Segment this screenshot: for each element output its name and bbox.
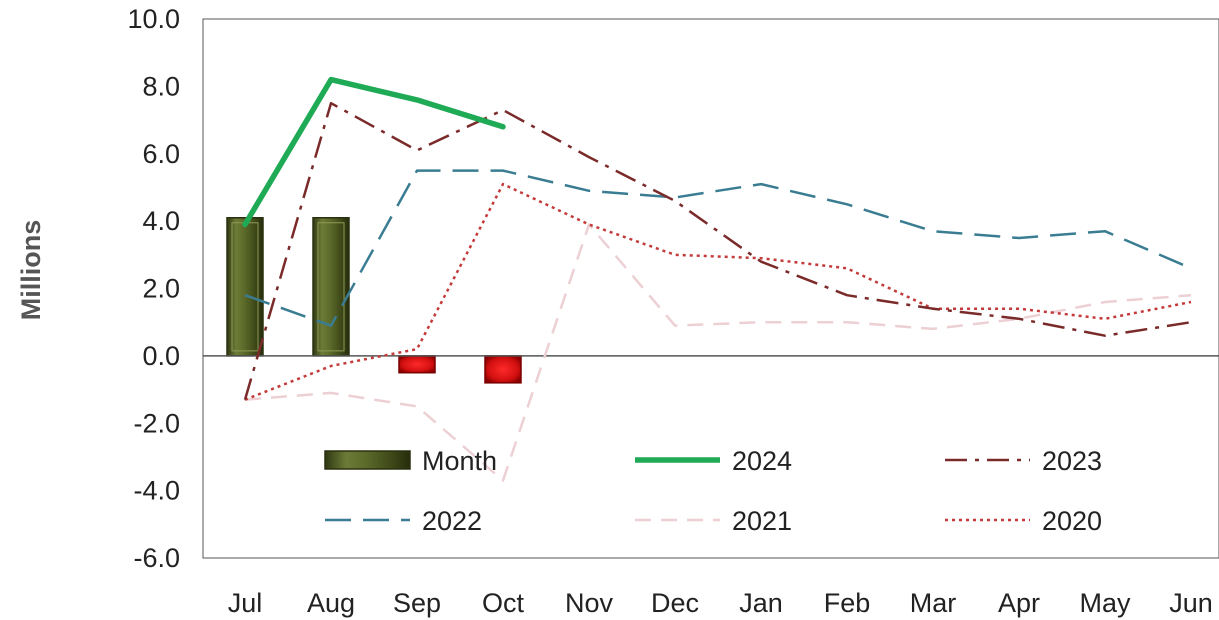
line-series — [242, 76, 1192, 482]
legend-label: 2020 — [1042, 506, 1102, 536]
x-tick-label: Sep — [393, 588, 441, 618]
y-tick-label: 10.0 — [127, 4, 180, 34]
x-tick-label: Mar — [910, 588, 957, 618]
plot-area — [202, 18, 1219, 559]
series-line-2024 — [242, 76, 506, 228]
bar-bevel — [317, 222, 345, 352]
x-tick-label: Aug — [307, 588, 355, 618]
series-line-2020 — [244, 182, 1192, 401]
legend-label: 2024 — [732, 446, 792, 476]
x-tick-label: Feb — [824, 588, 871, 618]
x-tick-label: Jul — [228, 588, 263, 618]
y-tick-label: -4.0 — [133, 476, 180, 506]
legend-swatch-month — [324, 450, 411, 470]
legend-label: Month — [422, 446, 497, 476]
x-tick-label: Nov — [565, 588, 614, 618]
y-tick-label: 0.0 — [142, 341, 180, 371]
x-axis-ticks: Jul Aug Sep Oct Nov Dec Jan Feb Mar Apr May Jun — [228, 588, 1213, 618]
legend-label: 2023 — [1042, 446, 1102, 476]
legend-label: 2021 — [732, 506, 792, 536]
y-axis-ticks: 10.0 8.0 6.0 4.0 2.0 0.0 -2.0 -4.0 -6.0 — [127, 4, 180, 573]
series-line-2021 — [244, 223, 1192, 482]
x-tick-label: Oct — [482, 588, 525, 618]
bar-month — [398, 355, 436, 374]
x-tick-label: May — [1079, 588, 1131, 618]
y-tick-label: 2.0 — [142, 274, 180, 304]
x-tick-label: Apr — [998, 588, 1040, 618]
y-tick-label: 6.0 — [142, 139, 180, 169]
legend-label: 2022 — [422, 506, 482, 536]
legend: Month 2024 2023 2022 2021 2020 — [324, 446, 1102, 536]
x-tick-label: Jan — [739, 588, 783, 618]
bar-month — [484, 355, 522, 384]
y-tick-label: -2.0 — [133, 408, 180, 438]
x-tick-label: Dec — [651, 588, 699, 618]
bar-month — [226, 217, 264, 357]
series-line-2022 — [244, 169, 1192, 327]
y-axis-label: Millions — [16, 220, 46, 321]
x-tick-label: Jun — [1169, 588, 1213, 618]
series-line-2023 — [243, 101, 1192, 401]
y-tick-label: 4.0 — [142, 206, 180, 236]
y-tick-label: 8.0 — [142, 71, 180, 101]
y-tick-label: -6.0 — [133, 543, 180, 573]
